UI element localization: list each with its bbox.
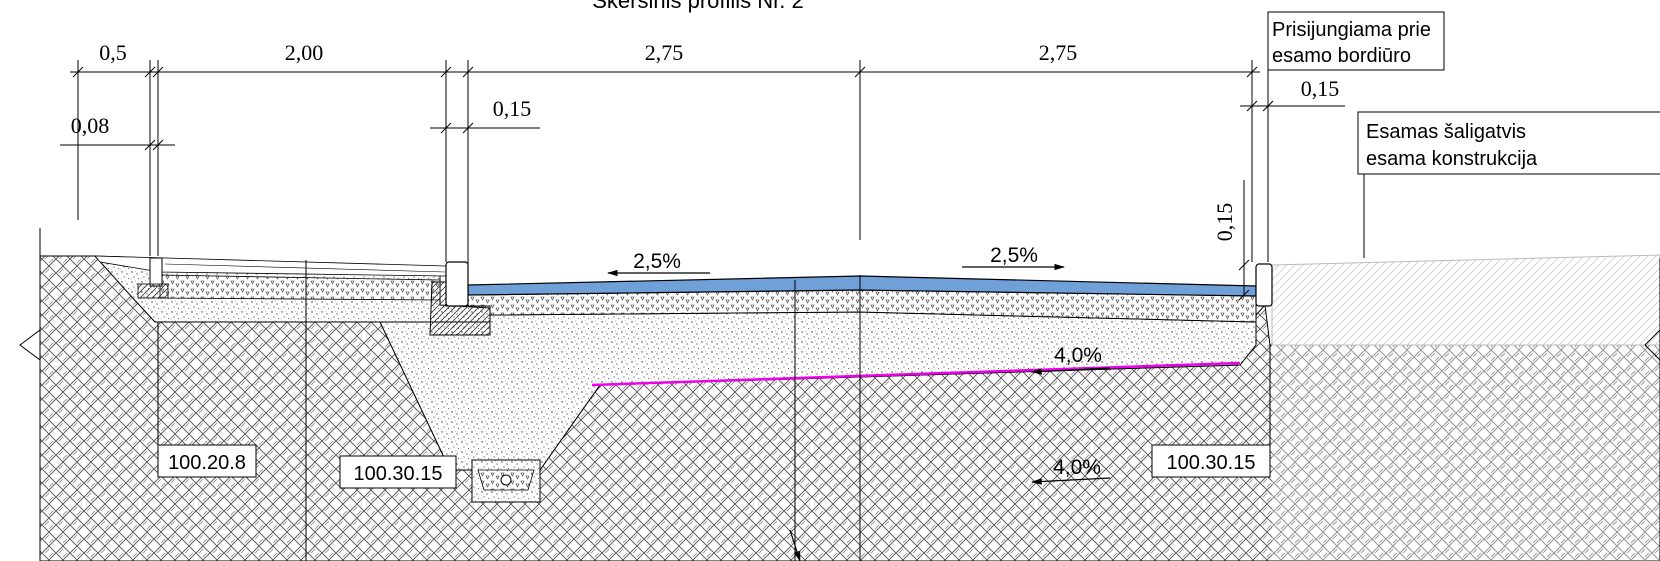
dim-2-75-left: 2,75 — [645, 40, 684, 65]
code-box-middle — [339, 455, 457, 489]
code-box-right — [1151, 444, 1271, 478]
left-curb — [445, 261, 469, 307]
edge-kerb — [149, 257, 163, 287]
curb-note-box — [1267, 11, 1445, 71]
code-right: 100.30.15 — [1167, 452, 1256, 474]
code-box-left — [157, 444, 257, 478]
dim-2-75-right: 2,75 — [1039, 40, 1078, 65]
existing-sidewalk-soil — [1272, 345, 1660, 561]
break-symbol-right — [1644, 329, 1660, 361]
drain-pipe — [500, 474, 512, 486]
dim-0-15-right: 0,15 — [1301, 76, 1340, 101]
subgrade-line — [591, 361, 1241, 387]
existing-sidewalk — [1271, 254, 1660, 346]
dimension-lines — [60, 40, 1365, 301]
sidewalk-note-line1: Esamas šaligatvis — [1366, 121, 1526, 143]
dim-0-15-left: 0,15 — [493, 96, 532, 121]
curb-note-line1: Prisijungiama prie — [1272, 19, 1431, 41]
code-middle: 100.30.15 — [354, 463, 443, 485]
code-left: 100.20.8 — [168, 452, 246, 474]
drawing-title: Skersinis profilis Nr. 2 — [592, 0, 804, 13]
slope-bottom: 4,0% — [1053, 456, 1101, 479]
left-curb-foundation — [429, 281, 491, 336]
break-symbol-left — [19, 329, 41, 361]
sidewalk-note-box — [1357, 111, 1660, 175]
dim-2-00: 2,00 — [285, 40, 324, 65]
dim-0-5: 0,5 — [99, 40, 127, 65]
right-curb — [1255, 263, 1273, 307]
slope-subgrade: 4,0% — [1054, 344, 1102, 367]
sidewalk-note-line2: esama konstrukcija — [1366, 148, 1538, 170]
slope-left: 2,5% — [633, 250, 681, 273]
footway-pavers — [94, 255, 447, 277]
curb-note-line2: esamo bordiūro — [1272, 45, 1411, 67]
dim-0-08: 0,08 — [71, 113, 110, 138]
dim-0-15-vertical: 0,15 — [1212, 203, 1237, 242]
slope-right: 2,5% — [990, 244, 1038, 267]
